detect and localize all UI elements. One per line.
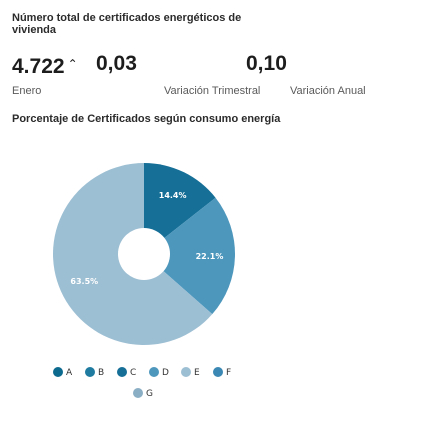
kpi-label-quarterly: Variación Trimestral — [164, 85, 261, 97]
legend-label-F[interactable]: F — [226, 368, 231, 378]
legend-marker-E[interactable] — [181, 367, 191, 377]
legend-marker-F[interactable] — [213, 367, 223, 377]
legend-label-G[interactable]: G — [146, 389, 153, 399]
kpi-label-annual: Variación Anual — [290, 85, 366, 97]
kpi-value-total: 4.722 ⌃ — [12, 52, 78, 79]
legend-label-C[interactable]: C — [130, 368, 136, 378]
kpi-value-quarterly: 0,03 — [96, 52, 137, 75]
slice-label-D: 22.1% — [196, 252, 224, 261]
legend-marker-B[interactable] — [85, 367, 95, 377]
pie-slice-C[interactable] — [144, 163, 216, 254]
trend-up-icon: ⌃ — [67, 57, 78, 71]
kpi-value-total-text: 4.722 — [12, 55, 65, 78]
page-title: Número total de certificados energéticos… — [12, 12, 242, 36]
slice-label-E: 63.5% — [70, 277, 98, 286]
chart-title: Porcentaje de Certificados según consumo… — [12, 113, 281, 125]
kpi-value-annual: 0,10 — [246, 52, 287, 75]
donut-hole — [118, 228, 170, 280]
legend-label-E[interactable]: E — [194, 368, 200, 378]
legend-marker-A[interactable] — [53, 367, 63, 377]
legend-marker-G[interactable] — [133, 388, 143, 398]
kpi-label-month: Enero — [12, 85, 42, 97]
legend-marker-C[interactable] — [117, 367, 127, 377]
slice-label-C: 14.4% — [159, 191, 187, 200]
legend-label-A[interactable]: A — [66, 368, 73, 378]
pie-slice-D[interactable] — [144, 197, 235, 315]
legend-marker-D[interactable] — [149, 367, 159, 377]
legend-label-B[interactable]: B — [98, 368, 104, 378]
legend-label-D[interactable]: D — [162, 368, 169, 378]
